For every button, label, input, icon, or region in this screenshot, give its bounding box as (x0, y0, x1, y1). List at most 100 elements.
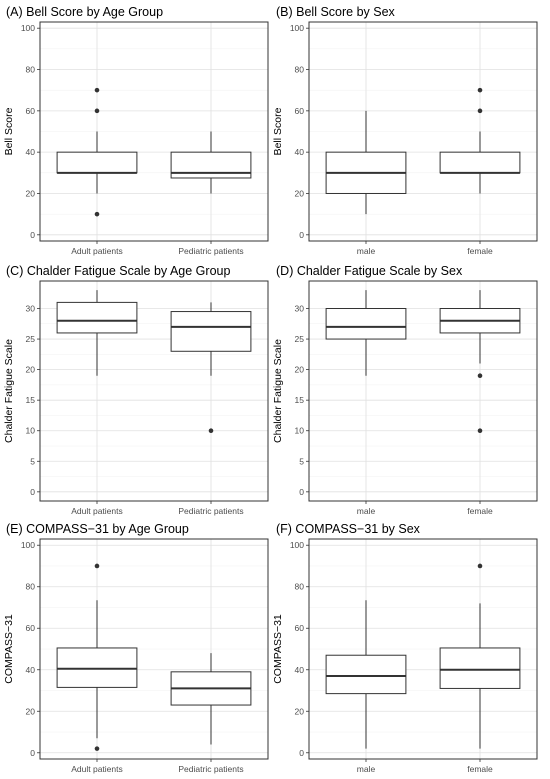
outlier-point (477, 108, 483, 114)
box-adult-patients (56, 563, 138, 751)
y-axis-label: Chalder Fatigue Scale (3, 339, 15, 443)
y-tick-label: 20 (26, 365, 36, 375)
x-tick-label: female (467, 764, 493, 774)
panel-frame (308, 280, 538, 502)
y-tick-label: 80 (26, 65, 36, 75)
iqr-box (56, 151, 138, 174)
y-tick-label: 25 (26, 334, 36, 344)
x-tick-label: Adult patients (71, 764, 123, 774)
iqr-box (325, 654, 407, 695)
y-tick-label: 0 (299, 487, 304, 497)
iqr-box (439, 151, 521, 174)
y-tick-label: 40 (26, 665, 36, 675)
panel-frame (39, 538, 269, 760)
box-female (439, 563, 521, 749)
y-tick-label: 60 (295, 623, 305, 633)
panel-1: (A) Bell Score by Age Group Bell Score 0 20… (3, 5, 269, 256)
box-female (439, 87, 521, 194)
iqr-box (56, 647, 138, 688)
x-tick-label: Pediatric patients (178, 506, 243, 516)
outlier-point (94, 211, 100, 217)
y-tick-label: 60 (295, 106, 305, 116)
x-tick-label: Adult patients (71, 506, 123, 516)
box-adult-patients (56, 290, 138, 376)
y-tick-label: 60 (26, 623, 36, 633)
x-tick-label: Adult patients (71, 246, 123, 256)
iqr-box (439, 647, 521, 689)
y-tick-label: 0 (299, 748, 304, 758)
outlier-point (477, 428, 483, 434)
outlier-point (94, 563, 100, 569)
y-tick-label: 20 (26, 706, 36, 716)
iqr-box (170, 311, 252, 352)
panel-6: (F) COMPASS−31 by Sex COMPASS−31 0 20 40 60 80… (272, 522, 538, 774)
y-tick-label: 0 (30, 748, 35, 758)
outlier-point (94, 108, 100, 114)
box-adult-patients (56, 87, 138, 217)
panel-title: (D) Chalder Fatigue Scale by Sex (276, 264, 463, 278)
panel-frame (308, 21, 538, 242)
box-pediatric-patients (170, 653, 252, 745)
x-tick-label: male (357, 764, 376, 774)
y-axis-label: Bell Score (3, 107, 15, 155)
y-tick-label: 0 (30, 230, 35, 240)
outlier-point (477, 373, 483, 379)
x-tick-label: male (357, 506, 376, 516)
y-tick-label: 20 (295, 188, 305, 198)
panel-3: (C) Chalder Fatigue Scale by Age Group Ch… (3, 264, 269, 516)
iqr-box (56, 301, 138, 334)
iqr-box (170, 151, 252, 179)
y-axis-label: Chalder Fatigue Scale (272, 339, 284, 443)
box-female (439, 290, 521, 434)
y-tick-label: 80 (26, 582, 36, 592)
box-male (325, 290, 407, 376)
y-tick-label: 10 (26, 426, 36, 436)
y-tick-label: 80 (295, 582, 305, 592)
y-tick-label: 80 (295, 65, 305, 75)
y-tick-label: 100 (290, 23, 304, 33)
x-tick-label: female (467, 246, 493, 256)
y-tick-label: 30 (26, 304, 36, 314)
y-axis-label: COMPASS−31 (272, 614, 284, 684)
x-tick-label: female (467, 506, 493, 516)
iqr-box (325, 308, 407, 340)
y-tick-label: 0 (30, 487, 35, 497)
outlier-point (477, 87, 483, 93)
panel-title: (F) COMPASS−31 by Sex (276, 522, 421, 536)
y-tick-label: 25 (295, 334, 305, 344)
panel-frame (39, 21, 269, 242)
y-tick-label: 5 (299, 456, 304, 466)
y-tick-label: 100 (21, 540, 35, 550)
outlier-point (94, 746, 100, 751)
y-tick-label: 40 (295, 147, 305, 157)
y-axis-label: COMPASS−31 (3, 614, 15, 684)
y-tick-label: 5 (30, 456, 35, 466)
y-axis-label: Bell Score (272, 107, 284, 155)
panel-frame (39, 280, 269, 502)
box-pediatric-patients (170, 131, 252, 194)
y-tick-label: 15 (26, 395, 36, 405)
box-male (325, 600, 407, 749)
y-tick-label: 20 (295, 365, 305, 375)
y-tick-label: 20 (26, 188, 36, 198)
x-tick-label: male (357, 246, 376, 256)
panel-4: (D) Chalder Fatigue Scale by Sex Chalder … (272, 264, 538, 516)
y-tick-label: 100 (290, 540, 304, 550)
y-tick-label: 15 (295, 395, 305, 405)
y-tick-label: 100 (21, 23, 35, 33)
panel-title: (E) COMPASS−31 by Age Group (6, 522, 189, 536)
x-tick-label: Pediatric patients (178, 764, 243, 774)
y-tick-label: 0 (299, 230, 304, 240)
outlier-point (94, 87, 100, 93)
y-tick-label: 10 (295, 426, 305, 436)
panel-2: (B) Bell Score by Sex Bell Score 0 20 40 60 80… (272, 5, 538, 256)
outlier-point (477, 563, 483, 569)
panel-title: (B) Bell Score by Sex (276, 5, 396, 19)
y-tick-label: 20 (295, 706, 305, 716)
panel-5: (E) COMPASS−31 by Age Group COMPASS−31 0 20… (3, 522, 269, 774)
x-tick-label: Pediatric patients (178, 246, 243, 256)
y-tick-label: 60 (26, 106, 36, 116)
outlier-point (208, 428, 214, 434)
box-pediatric-patients (170, 302, 252, 434)
